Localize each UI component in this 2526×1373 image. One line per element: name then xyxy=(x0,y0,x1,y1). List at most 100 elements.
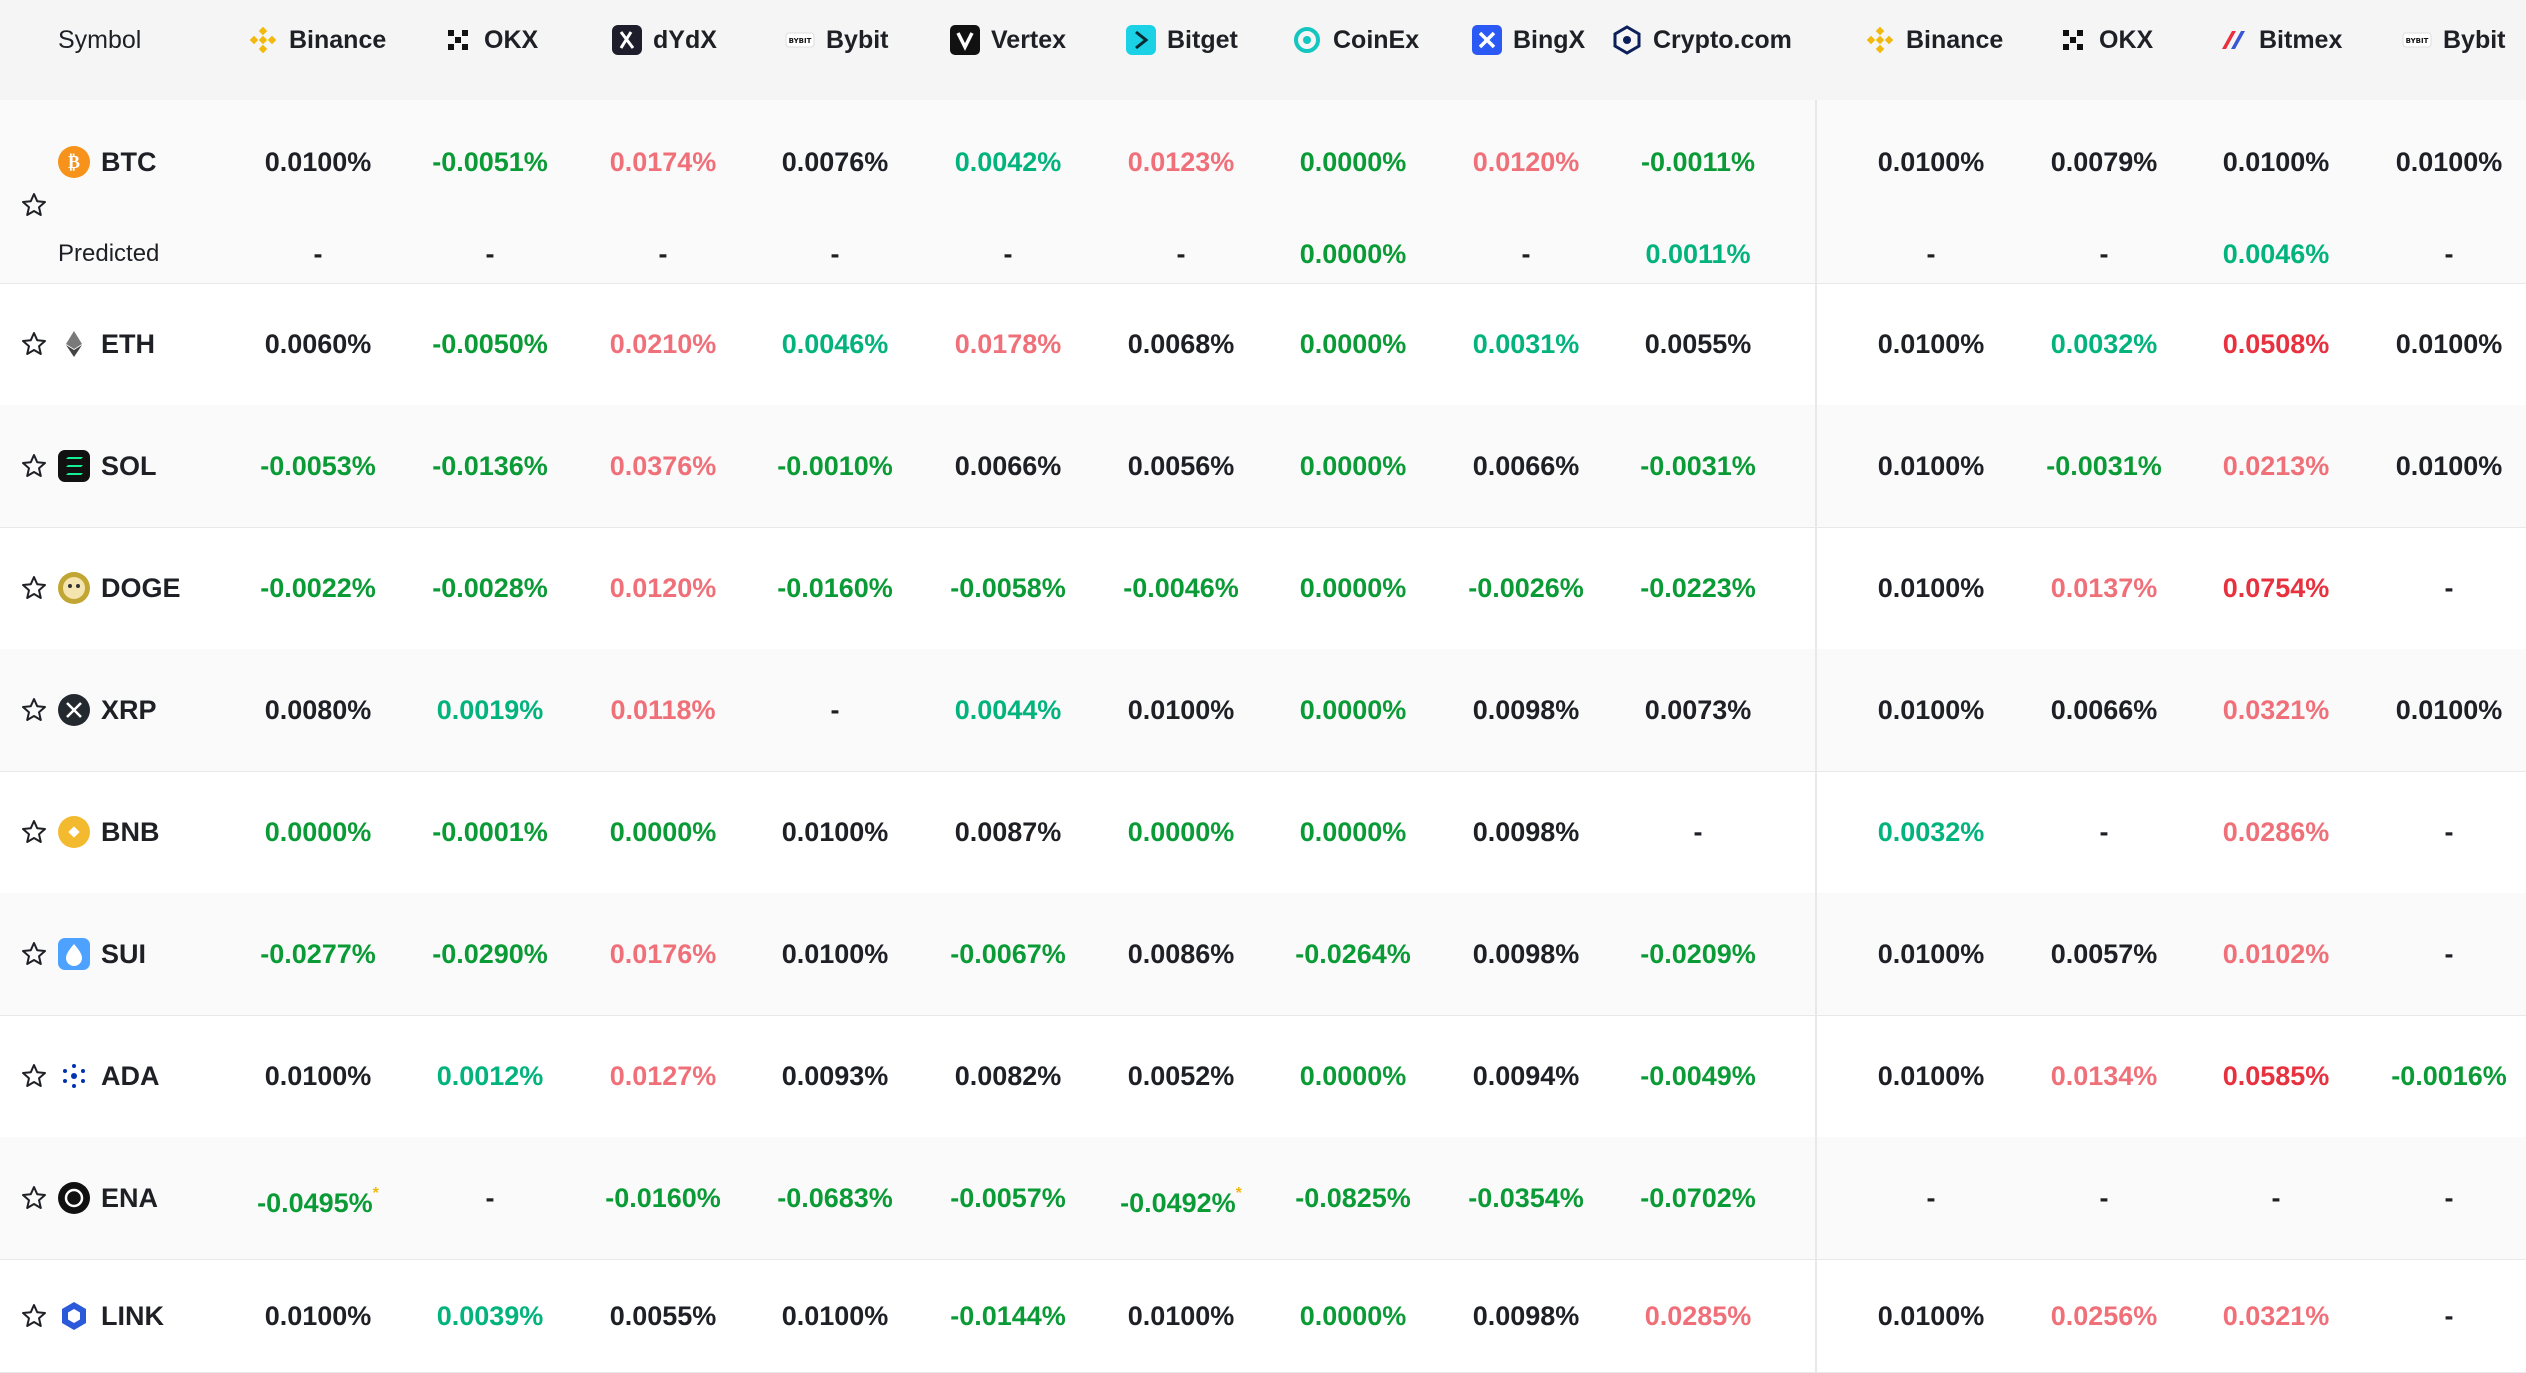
exchange-column-header-okx[interactable]: OKX xyxy=(2058,0,2153,80)
table-row-doge[interactable]: DOGE -0.0022% -0.0028% 0.0120% -0.0160% -0.00… xyxy=(0,527,2526,650)
funding-rate-cell: 0.0086% xyxy=(1096,934,1266,974)
exchange-column-header-crypto-com[interactable]: Crypto.com xyxy=(1612,0,1792,80)
favorite-star-icon[interactable] xyxy=(20,1302,48,1330)
exchange-name: Binance xyxy=(289,25,387,54)
funding-rate-cell: 0.0100% xyxy=(1846,1056,2016,1096)
exchange-column-header-binance[interactable]: Binance xyxy=(248,0,386,80)
funding-rate-cell: 0.0055% xyxy=(1613,324,1783,364)
funding-rate-value: -0.0001% xyxy=(432,817,548,847)
funding-rate-cell: -0.0010% xyxy=(750,446,920,486)
favorite-star-icon[interactable] xyxy=(20,452,48,480)
funding-rate-cell: 0.0094% xyxy=(1441,1056,1611,1096)
funding-rate-cell: -0.0057% xyxy=(923,1178,1093,1218)
table-row-ada[interactable]: ADA 0.0100% 0.0012% 0.0127% 0.0093% 0.0082% 0.… xyxy=(0,1015,2526,1138)
table-row-link[interactable]: LINK 0.0100% 0.0039% 0.0055% 0.0100% -0.0144%… xyxy=(0,1259,2526,1373)
exchange-column-header-coinex[interactable]: CoinEx xyxy=(1292,0,1419,80)
favorite-star-icon[interactable] xyxy=(20,330,48,358)
exchange-column-header-bingx[interactable]: BingX xyxy=(1472,0,1585,80)
funding-rate-cell: -0.0031% xyxy=(2019,446,2189,486)
table-row-sol[interactable]: SOL -0.0053% -0.0136% 0.0376% -0.0010% 0.0066… xyxy=(0,405,2526,528)
predicted-rate-cell: - xyxy=(1176,239,1186,269)
funding-rate-value: 0.0000% xyxy=(1299,329,1407,359)
svg-text:₿: ₿ xyxy=(68,152,80,173)
exchange-name: Bybit xyxy=(2443,25,2506,54)
funding-rate-value: -0.0067% xyxy=(950,939,1066,969)
funding-rate-value: 0.0285% xyxy=(1644,1300,1752,1331)
table-row-eth[interactable]: ETH 0.0060% -0.0050% 0.0210% 0.0046% 0.0178% 0… xyxy=(0,283,2526,406)
funding-rate-value: -0.0010% xyxy=(777,451,893,481)
table-row-ena[interactable]: ENA -0.0495%* - -0.0160% -0.0683% -0.0057% -0.… xyxy=(0,1137,2526,1260)
symbol-column-header[interactable]: Symbol xyxy=(58,25,142,54)
exchange-column-header-vertex[interactable]: Vertex xyxy=(950,0,1066,80)
funding-rate-value: 0.0137% xyxy=(2050,573,2158,603)
funding-rate-cell: 0.0079% xyxy=(2019,142,2189,182)
symbol-ticker[interactable]: XRP xyxy=(101,695,157,725)
exchange-column-header-bitmex[interactable]: Bitmex xyxy=(2218,0,2342,80)
funding-rate-cell: 0.0056% xyxy=(1096,446,1266,486)
symbol-ticker[interactable]: ENA xyxy=(101,1183,159,1213)
funding-rate-cell: -0.0290% xyxy=(405,934,575,974)
funding-rate-value: 0.0094% xyxy=(1472,1061,1580,1091)
funding-rate-value: 0.0100% xyxy=(1877,1061,1985,1091)
funding-rate-cell: 0.0100% xyxy=(1846,142,2016,182)
exchange-column-header-dydx[interactable]: dYdX xyxy=(612,0,717,80)
funding-rate-value: 0.0100% xyxy=(1877,1300,1985,1331)
favorite-star-icon[interactable] xyxy=(20,818,48,846)
funding-rate-cell: - xyxy=(2364,934,2526,974)
funding-rate-value: 0.0100% xyxy=(2395,329,2503,359)
favorite-star-icon[interactable] xyxy=(20,940,48,968)
funding-rate-cell: -0.0053% xyxy=(233,446,403,486)
bybit-logo-icon: BYBIT xyxy=(785,25,815,55)
funding-rate-cell: 0.0102% xyxy=(2191,934,2361,974)
exchange-column-header-bybit[interactable]: BYBIT Bybit xyxy=(2402,0,2506,80)
funding-rate-value: 0.0098% xyxy=(1472,817,1580,847)
funding-rate-cell: 0.0100% xyxy=(1096,1296,1266,1336)
funding-rate-cell: -0.0058% xyxy=(923,568,1093,608)
funding-rate-value: 0.0055% xyxy=(609,1300,717,1331)
funding-rate-value: 0.0100% xyxy=(2395,695,2503,725)
funding-rate-value: 0.0321% xyxy=(2222,1300,2330,1331)
symbol-ticker[interactable]: LINK xyxy=(101,1300,164,1331)
funding-rate-value: 0.0044% xyxy=(954,695,1062,725)
symbol-ticker[interactable]: BTC xyxy=(101,147,157,177)
funding-rate-cell: 0.0000% xyxy=(1268,568,1438,608)
exchange-column-header-bitget[interactable]: Bitget xyxy=(1126,0,1238,80)
funding-rate-value: - xyxy=(1693,817,1703,847)
table-row-sui[interactable]: SUI -0.0277% -0.0290% 0.0176% 0.0100% -0.0067… xyxy=(0,893,2526,1016)
symbol-ticker[interactable]: BNB xyxy=(101,817,160,847)
eth-icon xyxy=(58,328,90,360)
exchange-column-header-binance[interactable]: Binance xyxy=(1865,0,2003,80)
symbol-ticker[interactable]: ADA xyxy=(101,1061,160,1091)
exchange-column-header-okx[interactable]: OKX xyxy=(443,0,538,80)
favorite-star-icon[interactable] xyxy=(20,1184,48,1212)
symbol-ticker[interactable]: SOL xyxy=(101,451,157,481)
symbol-ticker[interactable]: ETH xyxy=(101,329,155,359)
predicted-rate-cell: - xyxy=(1521,239,1531,269)
funding-rate-value: 0.0213% xyxy=(2222,451,2330,481)
funding-rate-cell: 0.0046% xyxy=(750,324,920,364)
sol-icon xyxy=(58,450,90,482)
funding-rate-cell: 0.0000% xyxy=(1268,1056,1438,1096)
exchange-column-header-bybit[interactable]: BYBIT Bybit xyxy=(785,0,889,80)
symbol-ticker[interactable]: DOGE xyxy=(101,573,181,603)
note-asterisk: * xyxy=(1235,1185,1242,1202)
table-row-xrp[interactable]: XRP 0.0080% 0.0019% 0.0118% - 0.0044% 0.0100% 0… xyxy=(0,649,2526,772)
predicted-rate-cell: - xyxy=(313,239,323,269)
symbol-ticker[interactable]: SUI xyxy=(101,939,147,969)
funding-rate-value: -0.0144% xyxy=(950,1300,1066,1331)
table-row-bnb[interactable]: BNB 0.0000% -0.0001% 0.0000% 0.0100% 0.0087% 0… xyxy=(0,771,2526,894)
funding-rate-cell: 0.0585% xyxy=(2191,1056,2361,1096)
favorite-star-icon[interactable] xyxy=(20,191,48,219)
funding-rate-cell: 0.0376% xyxy=(578,446,748,486)
favorite-star-icon[interactable] xyxy=(20,574,48,602)
funding-rate-cell: 0.0137% xyxy=(2019,568,2189,608)
favorite-star-icon[interactable] xyxy=(20,696,48,724)
funding-rate-value: 0.0100% xyxy=(1877,451,1985,481)
favorite-star-icon[interactable] xyxy=(20,1062,48,1090)
funding-rate-cell: -0.0277% xyxy=(233,934,403,974)
funding-rate-cell: -0.0223% xyxy=(1613,568,1783,608)
funding-rate-value: -0.0160% xyxy=(605,1183,721,1213)
predicted-rate-cell: 0.0000% xyxy=(1299,239,1407,269)
table-row-btc[interactable]: ₿ BTC 0.0100% -0.0051% 0.0174% 0.0076% 0.0042%… xyxy=(0,100,2526,284)
funding-rate-cell: 0.0073% xyxy=(1613,690,1783,730)
